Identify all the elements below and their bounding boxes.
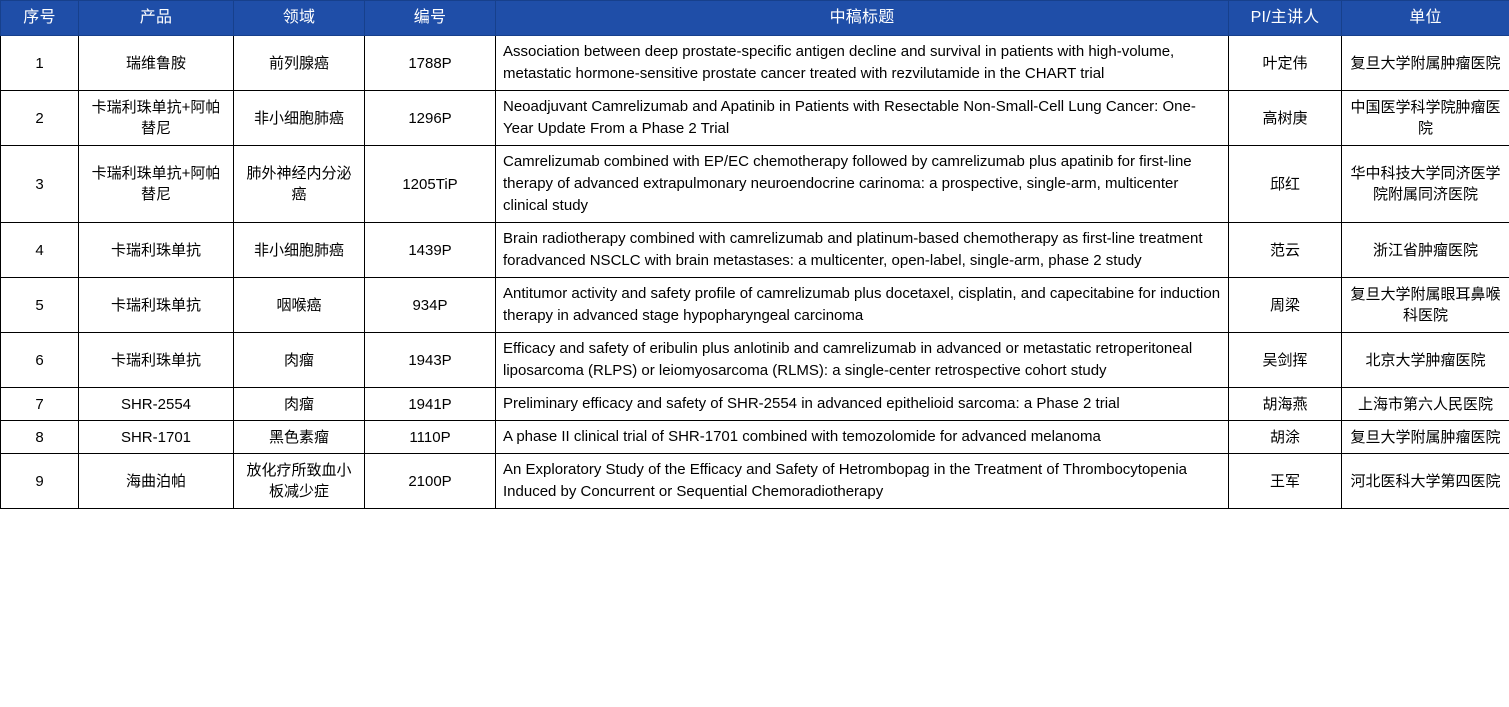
table-row: 9 海曲泊帕 放化疗所致血小板减少症 2100P An Exploratory … (0, 453, 1509, 509)
cell-code: 1941P (364, 387, 496, 421)
cell-seq: 5 (0, 277, 79, 333)
cell-org: 河北医科大学第四医院 (1341, 453, 1509, 509)
table-row: 7 SHR-2554 肉瘤 1941P Preliminary efficacy… (0, 387, 1509, 421)
cell-product: 卡瑞利珠单抗 (78, 332, 234, 388)
cell-title: Brain radiotherapy combined with camreli… (495, 222, 1229, 278)
cell-field: 肺外神经内分泌癌 (233, 145, 365, 223)
cell-seq: 2 (0, 90, 79, 146)
cell-title: A phase II clinical trial of SHR-1701 co… (495, 420, 1229, 454)
table-body: 1 瑞维鲁胺 前列腺癌 1788P Association between de… (0, 35, 1509, 509)
cell-product: 海曲泊帕 (78, 453, 234, 509)
cell-code: 934P (364, 277, 496, 333)
cell-seq: 6 (0, 332, 79, 388)
cell-field: 非小细胞肺癌 (233, 222, 365, 278)
cell-pi: 王军 (1228, 453, 1342, 509)
cell-title: Neoadjuvant Camrelizumab and Apatinib in… (495, 90, 1229, 146)
column-header-field: 领域 (233, 0, 365, 36)
cell-code: 1296P (364, 90, 496, 146)
cell-product: 卡瑞利珠单抗 (78, 222, 234, 278)
cell-seq: 8 (0, 420, 79, 454)
cell-code: 1439P (364, 222, 496, 278)
cell-pi: 范云 (1228, 222, 1342, 278)
cell-product: SHR-2554 (78, 387, 234, 421)
cell-field: 肉瘤 (233, 387, 365, 421)
header-row: 序号 产品 领域 编号 中稿标题 PI/主讲人 单位 (0, 0, 1509, 36)
table-row: 8 SHR-1701 黑色素瘤 1110P A phase II clinica… (0, 420, 1509, 454)
cell-title: Camrelizumab combined with EP/EC chemoth… (495, 145, 1229, 223)
cell-pi: 吴剑挥 (1228, 332, 1342, 388)
table-row: 5 卡瑞利珠单抗 咽喉癌 934P Antitumor activity and… (0, 277, 1509, 333)
cell-org: 浙江省肿瘤医院 (1341, 222, 1509, 278)
cell-org: 中国医学科学院肿瘤医院 (1341, 90, 1509, 146)
accepted-abstracts-table: 序号 产品 领域 编号 中稿标题 PI/主讲人 单位 1 瑞维鲁胺 前列腺癌 1… (0, 0, 1509, 509)
cell-field: 放化疗所致血小板减少症 (233, 453, 365, 509)
column-header-org: 单位 (1341, 0, 1509, 36)
column-header-title: 中稿标题 (495, 0, 1229, 36)
cell-code: 1788P (364, 35, 496, 91)
cell-pi: 周梁 (1228, 277, 1342, 333)
cell-seq: 1 (0, 35, 79, 91)
table-row: 2 卡瑞利珠单抗+阿帕替尼 非小细胞肺癌 1296P Neoadjuvant C… (0, 90, 1509, 146)
cell-org: 华中科技大学同济医学院附属同济医院 (1341, 145, 1509, 223)
cell-title: Association between deep prostate-specif… (495, 35, 1229, 91)
cell-org: 复旦大学附属肿瘤医院 (1341, 420, 1509, 454)
cell-pi: 胡海燕 (1228, 387, 1342, 421)
cell-title: An Exploratory Study of the Efficacy and… (495, 453, 1229, 509)
cell-product: 瑞维鲁胺 (78, 35, 234, 91)
cell-org: 复旦大学附属肿瘤医院 (1341, 35, 1509, 91)
table-row: 1 瑞维鲁胺 前列腺癌 1788P Association between de… (0, 35, 1509, 91)
cell-org: 北京大学肿瘤医院 (1341, 332, 1509, 388)
cell-org: 复旦大学附属眼耳鼻喉科医院 (1341, 277, 1509, 333)
cell-title: Efficacy and safety of eribulin plus anl… (495, 332, 1229, 388)
table-header: 序号 产品 领域 编号 中稿标题 PI/主讲人 单位 (0, 0, 1509, 36)
cell-pi: 高树庚 (1228, 90, 1342, 146)
cell-field: 肉瘤 (233, 332, 365, 388)
cell-code: 2100P (364, 453, 496, 509)
cell-field: 咽喉癌 (233, 277, 365, 333)
cell-field: 前列腺癌 (233, 35, 365, 91)
cell-code: 1943P (364, 332, 496, 388)
column-header-code: 编号 (364, 0, 496, 36)
cell-product: 卡瑞利珠单抗+阿帕替尼 (78, 90, 234, 146)
cell-seq: 9 (0, 453, 79, 509)
cell-pi: 叶定伟 (1228, 35, 1342, 91)
column-header-pi: PI/主讲人 (1228, 0, 1342, 36)
table-row: 4 卡瑞利珠单抗 非小细胞肺癌 1439P Brain radiotherapy… (0, 222, 1509, 278)
column-header-seq: 序号 (0, 0, 79, 36)
cell-field: 黑色素瘤 (233, 420, 365, 454)
cell-code: 1110P (364, 420, 496, 454)
cell-seq: 3 (0, 145, 79, 223)
cell-product: 卡瑞利珠单抗+阿帕替尼 (78, 145, 234, 223)
cell-title: Antitumor activity and safety profile of… (495, 277, 1229, 333)
cell-product: 卡瑞利珠单抗 (78, 277, 234, 333)
cell-pi: 胡涂 (1228, 420, 1342, 454)
cell-seq: 4 (0, 222, 79, 278)
cell-code: 1205TiP (364, 145, 496, 223)
cell-pi: 邱红 (1228, 145, 1342, 223)
cell-seq: 7 (0, 387, 79, 421)
cell-product: SHR-1701 (78, 420, 234, 454)
table-row: 6 卡瑞利珠单抗 肉瘤 1943P Efficacy and safety of… (0, 332, 1509, 388)
cell-org: 上海市第六人民医院 (1341, 387, 1509, 421)
cell-title: Preliminary efficacy and safety of SHR-2… (495, 387, 1229, 421)
cell-field: 非小细胞肺癌 (233, 90, 365, 146)
table-row: 3 卡瑞利珠单抗+阿帕替尼 肺外神经内分泌癌 1205TiP Camrelizu… (0, 145, 1509, 223)
column-header-product: 产品 (78, 0, 234, 36)
